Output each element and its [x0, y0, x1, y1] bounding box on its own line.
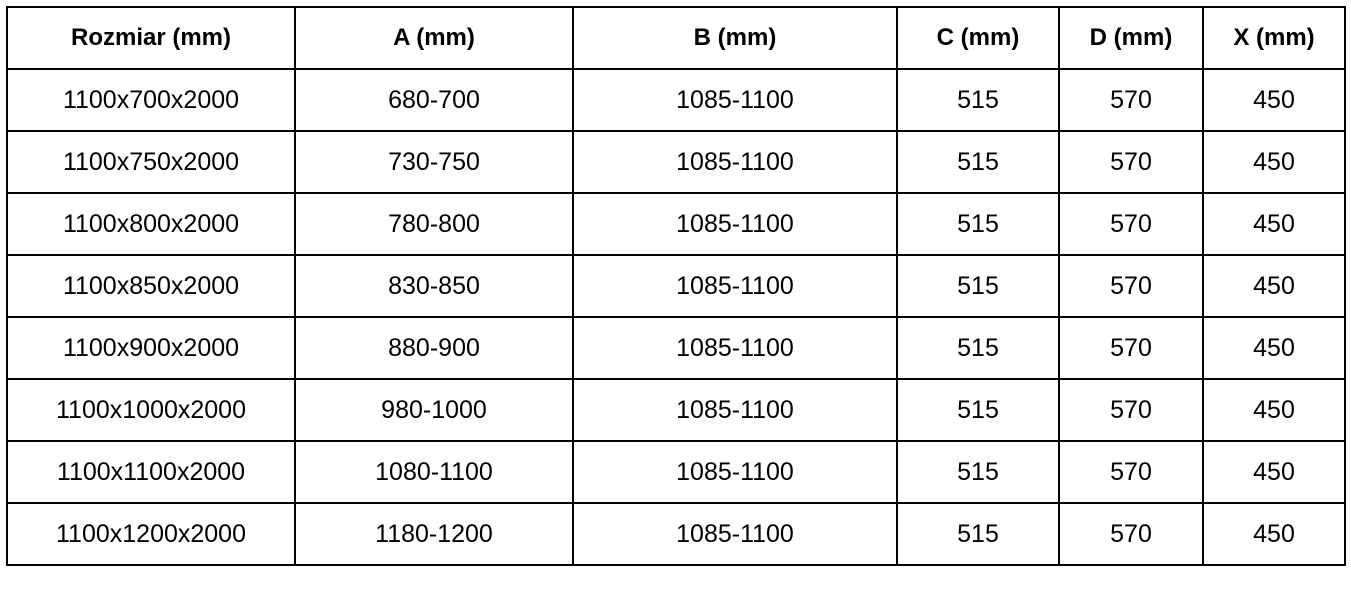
table-row: 1100x1100x2000 1080-1100 1085-1100 515 570 45…	[6, 440, 1346, 504]
cell-c: 515	[896, 254, 1060, 318]
cell-size: 1100x850x2000	[6, 254, 296, 318]
cell-c: 515	[896, 68, 1060, 132]
cell-x: 450	[1202, 130, 1346, 194]
column-header-b: B (mm)	[572, 6, 898, 70]
header-row: Rozmiar (mm) A (mm) B (mm) C (mm) D (mm) X (m…	[6, 6, 1346, 70]
column-header-c: C (mm)	[896, 6, 1060, 70]
table-row: 1100x900x2000 880-900 1085-1100 515 570 450	[6, 316, 1346, 380]
table-row: 1100x750x2000 730-750 1085-1100 515 570 450	[6, 130, 1346, 194]
table-row: 1100x1000x2000 980-1000 1085-1100 515 570 450	[6, 378, 1346, 442]
cell-d: 570	[1058, 316, 1204, 380]
cell-a: 830-850	[294, 254, 574, 318]
cell-b: 1085-1100	[572, 254, 898, 318]
column-header-size: Rozmiar (mm)	[6, 6, 296, 70]
cell-a: 1180-1200	[294, 502, 574, 566]
cell-a: 680-700	[294, 68, 574, 132]
dimensions-table: Rozmiar (mm) A (mm) B (mm) C (mm) D (mm) X (m…	[6, 6, 1346, 566]
cell-c: 515	[896, 440, 1060, 504]
cell-size: 1100x900x2000	[6, 316, 296, 380]
cell-b: 1085-1100	[572, 440, 898, 504]
table-row: 1100x800x2000 780-800 1085-1100 515 570 450	[6, 192, 1346, 256]
column-header-d: D (mm)	[1058, 6, 1204, 70]
cell-x: 450	[1202, 440, 1346, 504]
cell-size: 1100x1100x2000	[6, 440, 296, 504]
cell-x: 450	[1202, 316, 1346, 380]
cell-size: 1100x750x2000	[6, 130, 296, 194]
column-header-a: A (mm)	[294, 6, 574, 70]
column-header-x: X (mm)	[1202, 6, 1346, 70]
cell-d: 570	[1058, 378, 1204, 442]
cell-d: 570	[1058, 192, 1204, 256]
cell-a: 880-900	[294, 316, 574, 380]
table-row: 1100x850x2000 830-850 1085-1100 515 570 450	[6, 254, 1346, 318]
cell-d: 570	[1058, 254, 1204, 318]
cell-x: 450	[1202, 68, 1346, 132]
cell-b: 1085-1100	[572, 130, 898, 194]
cell-size: 1100x1200x2000	[6, 502, 296, 566]
cell-d: 570	[1058, 440, 1204, 504]
cell-a: 1080-1100	[294, 440, 574, 504]
cell-a: 980-1000	[294, 378, 574, 442]
cell-b: 1085-1100	[572, 502, 898, 566]
cell-c: 515	[896, 502, 1060, 566]
table-row: 1100x1200x2000 1180-1200 1085-1100 515 570 45…	[6, 502, 1346, 566]
cell-size: 1100x1000x2000	[6, 378, 296, 442]
table-row: 1100x700x2000 680-700 1085-1100 515 570 450	[6, 68, 1346, 132]
cell-d: 570	[1058, 68, 1204, 132]
cell-a: 730-750	[294, 130, 574, 194]
cell-size: 1100x700x2000	[6, 68, 296, 132]
cell-b: 1085-1100	[572, 316, 898, 380]
cell-x: 450	[1202, 254, 1346, 318]
cell-x: 450	[1202, 378, 1346, 442]
cell-d: 570	[1058, 130, 1204, 194]
cell-a: 780-800	[294, 192, 574, 256]
cell-c: 515	[896, 130, 1060, 194]
cell-d: 570	[1058, 502, 1204, 566]
cell-c: 515	[896, 192, 1060, 256]
cell-x: 450	[1202, 502, 1346, 566]
cell-b: 1085-1100	[572, 378, 898, 442]
cell-b: 1085-1100	[572, 192, 898, 256]
cell-x: 450	[1202, 192, 1346, 256]
cell-c: 515	[896, 378, 1060, 442]
cell-b: 1085-1100	[572, 68, 898, 132]
cell-c: 515	[896, 316, 1060, 380]
cell-size: 1100x800x2000	[6, 192, 296, 256]
